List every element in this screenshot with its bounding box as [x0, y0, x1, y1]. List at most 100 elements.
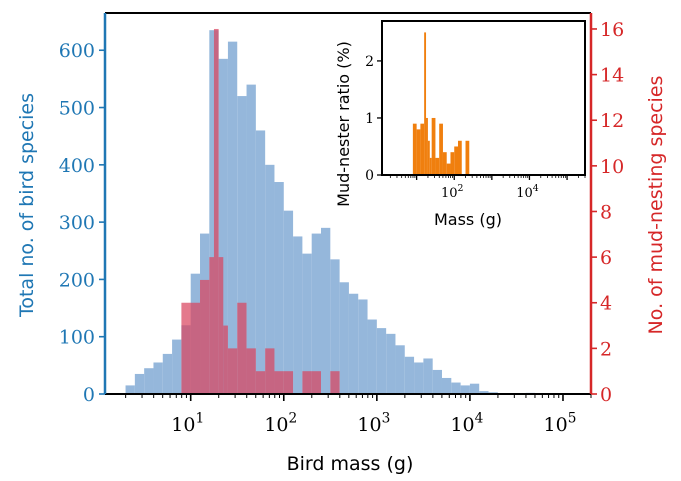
mud-nester-ratio-histogram: [412, 32, 470, 175]
mud-nesting-bar: [218, 257, 224, 394]
x-tick-label: 102: [264, 410, 297, 436]
main-axes: 101 102 103 104 1050100200300400500600024681…: [59, 12, 624, 436]
right-y-tick-label: 4: [600, 293, 612, 315]
main-chart: 101 102 103 104 1050100200300400500600024681…: [16, 12, 667, 475]
total-species-bar: [460, 385, 470, 394]
mud-nesting-bar: [181, 302, 201, 394]
total-species-bar: [134, 373, 145, 394]
mud-nesting-bar: [274, 371, 284, 394]
total-species-bar: [218, 58, 228, 394]
mud-nesting-bar: [283, 371, 294, 394]
inset-x-axis-label: Mass (g): [434, 210, 502, 229]
total-species-bar: [395, 345, 405, 394]
total-species-bar: [255, 130, 266, 395]
left-y-tick-label: 400: [59, 155, 95, 177]
mud-nester-ratio-bar: [416, 129, 421, 175]
mud-nester-ratio-bar: [442, 152, 447, 175]
mud-nesting-bar: [265, 348, 275, 394]
mud-nester-ratio-bar: [412, 123, 417, 175]
inset-axes: 102 104 0 1 2: [365, 20, 586, 201]
mud-nester-ratio-bar: [431, 117, 436, 175]
mud-nester-ratio-bar: [457, 140, 462, 175]
left-y-tick-label: 600: [59, 40, 95, 62]
total-species-bar: [386, 333, 396, 394]
total-species-bar: [469, 383, 480, 394]
right-y-tick-label: 2: [600, 338, 612, 360]
inset-y-axis-label: Mud-nester ratio (%): [334, 41, 353, 207]
total-species-bar: [246, 84, 256, 394]
mud-nester-ratio-bar: [429, 157, 432, 175]
total-species-bar: [283, 210, 294, 394]
mud-nesting-histogram: [181, 28, 340, 394]
mud-nesting-bar: [237, 302, 247, 394]
total-species-histogram: [125, 30, 573, 395]
left-y-axis-label: Total no. of bird species: [16, 93, 38, 318]
mud-nester-ratio-bar: [426, 117, 428, 175]
mud-nesting-bar: [255, 371, 266, 394]
total-species-bar: [293, 236, 303, 394]
total-species-bar: [209, 30, 219, 395]
total-species-bar: [358, 299, 368, 394]
mud-nester-ratio-bar: [435, 157, 440, 175]
right-y-tick-label: 6: [600, 247, 612, 269]
mud-nester-ratio-bar: [439, 123, 443, 175]
total-species-bar: [274, 182, 284, 394]
mud-nesting-bar: [302, 371, 312, 394]
left-y-tick-label: 200: [59, 269, 95, 291]
total-species-bar: [348, 293, 359, 394]
total-species-bar: [302, 253, 312, 394]
mud-nesting-bar: [223, 325, 228, 394]
total-species-bar: [153, 362, 163, 394]
inset-y-tick-label: 0: [365, 168, 374, 184]
total-species-bar: [339, 282, 349, 394]
mud-nesting-bar: [213, 28, 219, 394]
left-y-tick-label: 100: [59, 327, 95, 349]
left-y-tick-label: 300: [59, 212, 95, 234]
total-species-bar: [162, 353, 173, 394]
mud-nesting-bar: [227, 348, 238, 394]
total-species-bar: [479, 391, 489, 394]
inset-x-tick-label: 104: [516, 183, 539, 201]
total-species-bar: [227, 41, 238, 395]
inset-chart: 102 104 0 1 2 Mass (g) Mud-nester ratio (%): [334, 20, 586, 229]
total-species-bar: [404, 356, 415, 394]
mud-nesting-bar: [200, 279, 210, 394]
total-species-bar: [441, 377, 452, 394]
total-species-bar: [423, 358, 433, 394]
total-species-bar: [320, 227, 331, 394]
right-y-tick-label: 16: [600, 19, 624, 41]
mud-nesting-bar: [311, 371, 321, 394]
mud-nesting-bar: [330, 371, 340, 394]
x-axis-label: Bird mass (g): [287, 453, 414, 475]
right-y-tick-label: 0: [600, 384, 612, 406]
mud-nesting-bar: [209, 257, 214, 394]
mud-nester-ratio-bar: [446, 163, 451, 175]
right-y-tick-label: 8: [600, 201, 612, 223]
left-y-tick-label: 500: [59, 98, 95, 120]
total-species-bar: [367, 319, 377, 394]
total-species-bar: [376, 328, 387, 394]
x-tick-label: 103: [357, 410, 390, 436]
inset-x-tick-label: 102: [441, 183, 464, 201]
total-species-bar: [311, 233, 321, 394]
total-species-bar: [125, 385, 135, 394]
total-species-bar: [451, 382, 461, 394]
mud-nester-ratio-bar: [420, 123, 425, 175]
mud-nester-ratio-bar: [427, 140, 430, 175]
x-tick-label: 101: [171, 410, 204, 436]
total-species-bar: [144, 368, 154, 394]
mud-nester-ratio-bar: [450, 152, 455, 175]
right-y-axis-label: No. of mud-nesting species: [645, 76, 667, 335]
right-y-tick-label: 10: [600, 156, 624, 178]
x-tick-label: 105: [544, 410, 577, 436]
total-species-bar: [265, 164, 275, 394]
left-y-tick-label: 0: [83, 384, 95, 406]
mud-nester-ratio-bar: [454, 146, 458, 175]
right-y-tick-label: 14: [600, 65, 624, 87]
total-species-bar: [414, 362, 424, 394]
right-y-tick-label: 12: [600, 110, 624, 132]
mud-nester-ratio-bar: [465, 140, 470, 175]
total-species-bar: [330, 259, 340, 394]
total-species-bar: [172, 339, 182, 394]
